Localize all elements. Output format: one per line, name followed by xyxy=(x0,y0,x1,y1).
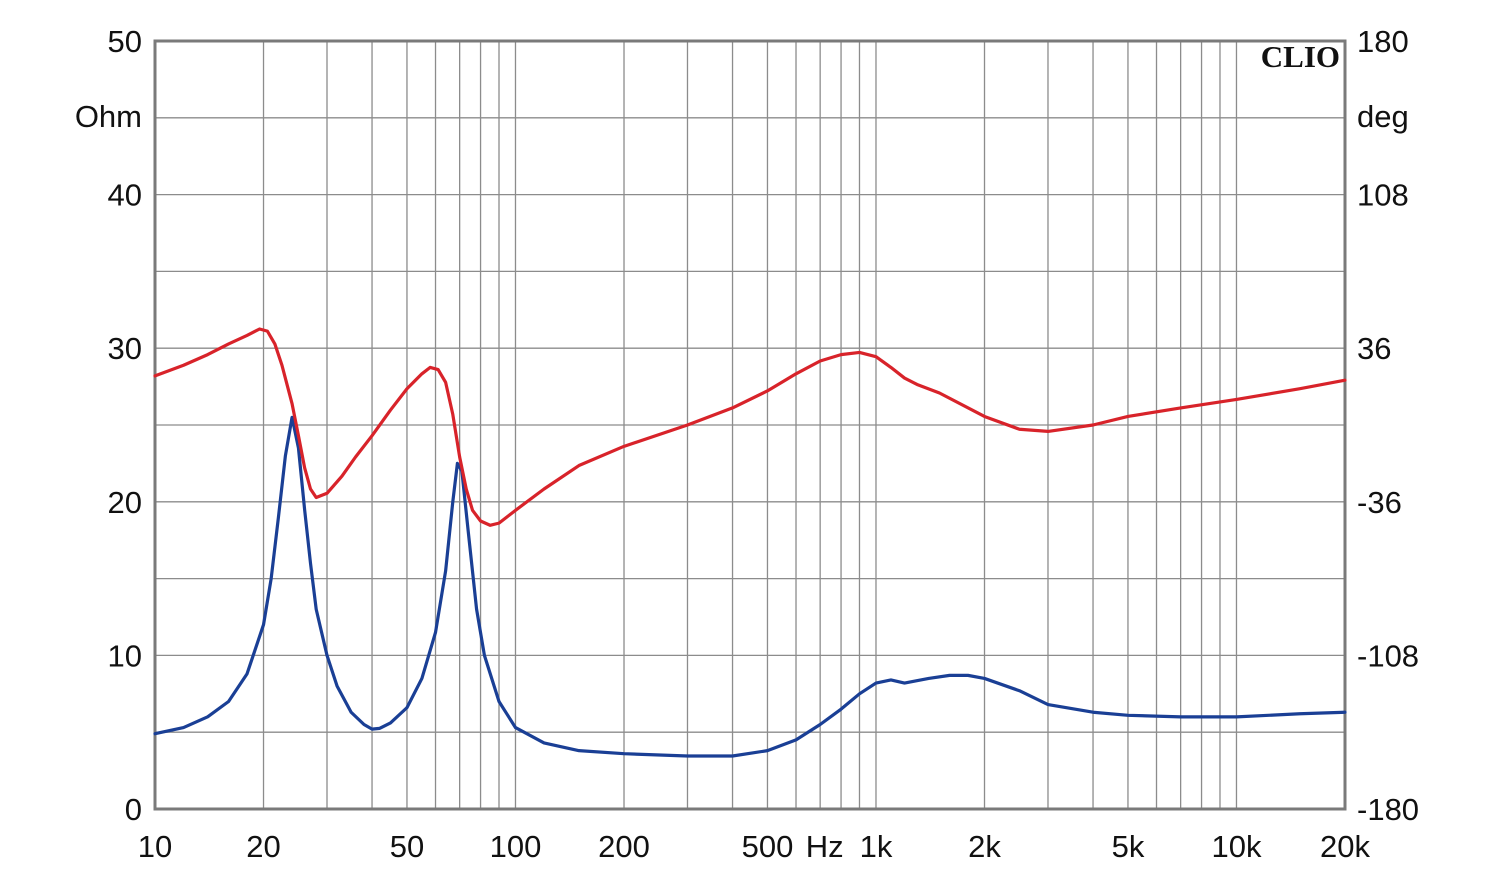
y-left-tick-label: 50 xyxy=(108,24,142,59)
y-left-tick-label: 0 xyxy=(125,792,142,827)
y-left-tick-label: 30 xyxy=(108,331,142,366)
y-right-tick-label: -36 xyxy=(1357,485,1402,520)
grid xyxy=(155,41,1345,809)
y-right-tick-label: -108 xyxy=(1357,638,1419,673)
x-tick-label: 100 xyxy=(490,829,542,864)
x-tick-label: 5k xyxy=(1112,829,1145,864)
right-unit-label: deg xyxy=(1357,99,1409,134)
y-left-tick-label: 40 xyxy=(108,178,142,213)
brand-label: CLIO xyxy=(1261,39,1340,74)
x-tick-label: 1k xyxy=(860,829,893,864)
tick-labels: 10 20 50 100 200 500 1k 2k 5k 10k 20kHz01020304050… xyxy=(108,24,1420,864)
left-unit-label: Ohm xyxy=(75,99,142,134)
y-left-tick-label: 10 xyxy=(108,638,142,673)
y-right-tick-label: 180 xyxy=(1357,24,1409,59)
x-unit-label: Hz xyxy=(806,829,844,864)
x-tick-label: 20k xyxy=(1320,829,1370,864)
x-tick-label: 10k xyxy=(1211,829,1261,864)
y-right-tick-label: 108 xyxy=(1357,178,1409,213)
x-tick-label: 50 xyxy=(390,829,424,864)
y-left-tick-label: 20 xyxy=(108,485,142,520)
y-right-tick-label: 36 xyxy=(1357,331,1391,366)
phase-series-line xyxy=(153,327,1347,527)
x-tick-label: 2k xyxy=(968,829,1001,864)
x-tick-label: 20 xyxy=(246,829,280,864)
impedance-series-line xyxy=(153,415,1347,758)
x-tick-label: 500 xyxy=(742,829,794,864)
plot-frame xyxy=(153,39,1347,811)
series-group xyxy=(153,327,1347,758)
x-tick-label: 200 xyxy=(598,829,650,864)
x-tick-label: 10 xyxy=(138,829,172,864)
y-right-tick-label: -180 xyxy=(1357,792,1419,827)
